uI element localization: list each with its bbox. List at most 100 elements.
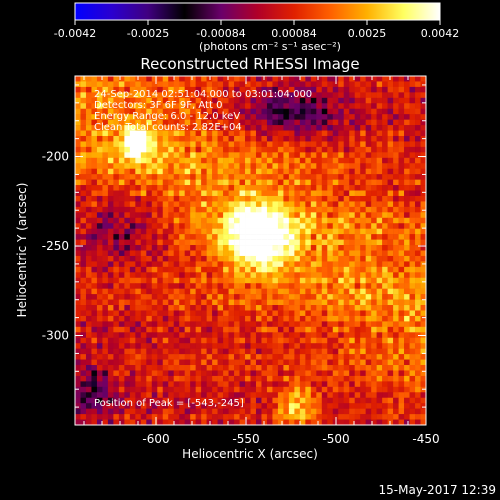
heatmap-cell [146,354,153,360]
heatmap-cell [283,190,290,197]
heatmap-cell [343,414,350,420]
heatmap-cell [228,266,235,273]
heatmap-cell [129,381,136,388]
heatmap-cell [261,201,268,208]
heatmap-cell [250,217,257,224]
heatmap-cell [190,403,196,409]
heatmap-cell [305,195,312,202]
heatmap-cell [217,250,224,257]
heatmap-cell [102,168,109,175]
heatmap-cell [310,294,317,300]
heatmap-cell [382,255,388,262]
heatmap-cell [234,250,240,257]
heatmap-cell [206,315,213,322]
heatmap-cell [102,326,109,333]
heatmap-cell [266,179,273,186]
heatmap-cell [212,397,218,404]
heatmap-cell [151,141,158,148]
heatmap-cell [371,397,377,404]
heatmap-cell [107,419,114,426]
heatmap-cell [168,326,175,333]
heatmap-cell [316,343,323,349]
heatmap-cell [206,228,213,235]
heatmap-cell [168,206,175,213]
heatmap-cell [266,337,273,344]
heatmap-cell [409,266,416,273]
heatmap-cell [420,337,427,344]
heatmap-cell [354,76,361,82]
heatmap-cell [124,157,131,164]
heatmap-cell [376,375,383,382]
heatmap-cell [420,414,427,420]
heatmap-cell [212,261,218,268]
heatmap-cell [338,255,345,262]
heatmap-cell [91,305,98,311]
heatmap-cell [124,114,131,120]
heatmap-cell [343,332,350,339]
heatmap-cell [327,337,334,344]
heatmap-cell [201,119,207,126]
heatmap-cell [332,168,339,175]
heatmap-cell [173,414,180,420]
heatmap-cell [261,206,268,213]
heatmap-cell [223,114,229,120]
heatmap-cell [102,299,109,306]
heatmap-cell [234,365,240,371]
heatmap-cell [107,234,114,240]
heatmap-cell [277,354,284,360]
heatmap-cell [354,386,361,393]
heatmap-cell [113,294,120,300]
heatmap-cell [327,343,334,349]
heatmap-cell [201,250,207,257]
heatmap-cell [255,414,262,420]
heatmap-cell [195,119,202,126]
heatmap-cell [85,135,92,142]
heatmap-cell [338,414,345,420]
heatmap-cell [288,86,295,93]
heatmap-cell [272,283,279,289]
heatmap-cell [173,375,180,382]
heatmap-cell [102,348,109,355]
heatmap-cell [201,403,207,409]
heatmap-cell [113,375,120,382]
heatmap-cell [146,397,153,404]
heatmap-cell [157,332,164,339]
heatmap-cell [387,119,394,126]
heatmap-cell [212,288,218,295]
heatmap-cell [146,261,153,268]
heatmap-cell [272,272,279,279]
heatmap-cell [310,119,317,126]
heatmap-cell [245,255,251,262]
heatmap-cell [354,419,361,426]
heatmap-cell [299,157,306,164]
heatmap-cell [217,201,224,208]
heatmap-cell [376,239,383,246]
heatmap-cell [277,365,284,371]
heatmap-cell [135,365,142,371]
heatmap-cell [255,245,262,251]
heatmap-cell [201,114,207,120]
heatmap-cell [420,141,427,148]
heatmap-cell [195,255,202,262]
heatmap-cell [261,299,268,306]
heatmap-cell [415,250,421,257]
heatmap-cell [332,337,339,344]
heatmap-cell [321,250,328,257]
heatmap-cell [195,97,202,104]
heatmap-cell [310,146,317,153]
heatmap-cell [201,206,207,213]
heatmap-cell [332,261,339,268]
heatmap-cell [228,163,235,170]
heatmap-cell [327,381,334,388]
heatmap-cell [184,195,191,202]
heatmap-cell [228,255,235,262]
heatmap-cell [124,195,131,202]
heatmap-cell [371,103,377,110]
heatmap-cell [415,119,421,126]
heatmap-cell [91,174,98,180]
heatmap-cell [173,130,180,137]
heatmap-cell [409,239,416,246]
heatmap-cell [365,163,372,170]
heatmap-cell [179,381,185,388]
heatmap-cell [393,397,399,404]
